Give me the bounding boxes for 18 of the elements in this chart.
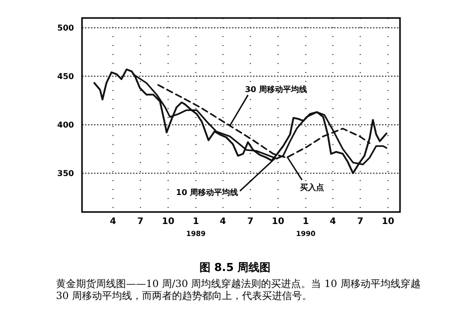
x-tick-label: 4 (110, 217, 116, 227)
x-tick-label: 7 (357, 217, 364, 227)
y-tick-label: 500 (57, 24, 74, 33)
x-tick-label: 10 (382, 217, 394, 227)
annotation: 30 周移动平均线 (245, 85, 307, 94)
annotation: 10 周移动平均线 (176, 188, 238, 197)
x-tick-label: 7 (137, 217, 144, 227)
annotation: 买入点 (300, 183, 324, 192)
x-tick-label: 4 (330, 217, 336, 227)
text: 黄金期货周线图——10 周/30 周均线穿越法则的买进点。当 10 周移动平均线穿越 30 周移动平均线，而两者的趋势都向上，代表买进信号。 (56, 279, 422, 303)
x-tick-label: 4 (220, 217, 226, 227)
text: 图 8.5 周线图 (198, 260, 272, 275)
x-tick-label: 7 (247, 217, 254, 227)
y-tick-label: 450 (57, 72, 74, 82)
x-tick-label: 10 (272, 217, 284, 227)
x-tick-label: 10 (162, 217, 174, 227)
y-tick-label: 350 (57, 169, 74, 178)
y-tick-label: 400 (57, 120, 74, 130)
